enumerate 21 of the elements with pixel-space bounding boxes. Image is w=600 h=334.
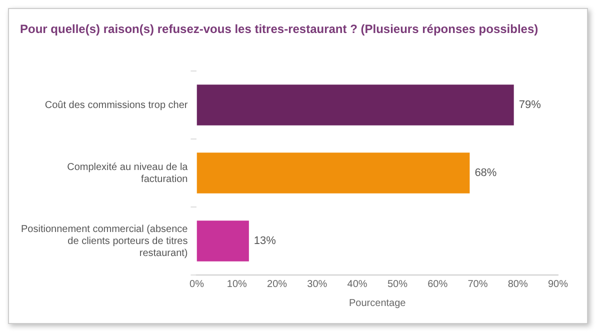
- data-label: 68%: [474, 167, 497, 180]
- x-tick-label: 60%: [428, 278, 448, 290]
- bar: [196, 152, 470, 194]
- chart-title: Pour quelle(s) raison(s) refusez-vous les titres-restaurant ? (Plusieurs réponses possibles): [20, 22, 538, 36]
- data-label: 13%: [254, 235, 276, 248]
- x-tick-label: 50%: [387, 278, 408, 290]
- y-tick-label: Positionnement commercial (absence de clients porteurs de titres restaurant): [20, 224, 188, 259]
- y-tick-label: Coût des commissions trop cher: [44, 100, 188, 111]
- x-tick-label: 70%: [468, 278, 488, 290]
- x-tick-label: 80%: [508, 278, 528, 290]
- x-axis-title: Pourcentage: [349, 298, 406, 309]
- data-label: 79%: [518, 99, 542, 112]
- x-tick-label: 30%: [307, 278, 328, 290]
- x-tick-label: 10%: [226, 278, 247, 290]
- bar: [196, 84, 514, 126]
- x-tick-label: 90%: [548, 278, 568, 290]
- bar: [196, 220, 249, 262]
- y-tick-label: Complexité au niveau de la facturation: [67, 162, 188, 185]
- x-tick-label: 40%: [347, 278, 368, 290]
- x-tick-label: 0%: [190, 278, 204, 290]
- x-tick-label: 20%: [267, 278, 288, 290]
